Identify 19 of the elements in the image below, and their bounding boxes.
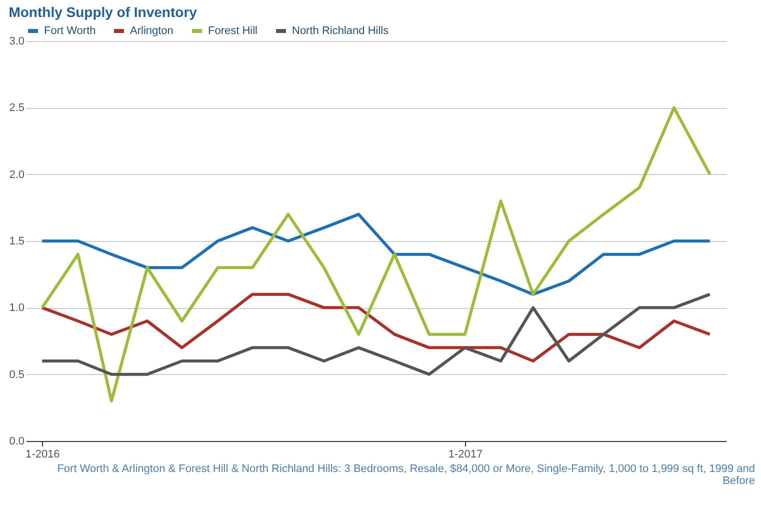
y-tick-label: 0.0 [9, 436, 24, 448]
legend-label: North Richland Hills [292, 25, 390, 37]
x-tick-label: 1-2016 [26, 448, 60, 460]
y-tick-label: 2.5 [9, 102, 24, 114]
y-tick-label: 0.5 [9, 368, 24, 381]
chart-title: Monthly Supply of Inventory [8, 4, 198, 20]
legend-label: Forest Hill [208, 25, 258, 37]
line-series [40, 292, 712, 376]
line-series [40, 106, 712, 402]
x-tick-label: 1-2017 [448, 448, 483, 460]
y-tick-label: 2.0 [9, 168, 24, 181]
y-tick-label: 1.5 [9, 236, 24, 248]
y-tick-label: 3.0 [9, 36, 24, 48]
text: Fort Worth & Arlington & Forest Hill & North Richland Hills: 3 Bedrooms, Resale, $84,000 or More, Single-Family, 1,000 to 1,999 sq ft, 1999 and Before [56, 463, 756, 487]
line-series [40, 292, 712, 362]
legend-label: Arlington [130, 25, 174, 37]
y-tick-label: 1.0 [9, 302, 24, 314]
line-series [40, 212, 712, 296]
legend-label: Fort Worth [44, 25, 96, 37]
